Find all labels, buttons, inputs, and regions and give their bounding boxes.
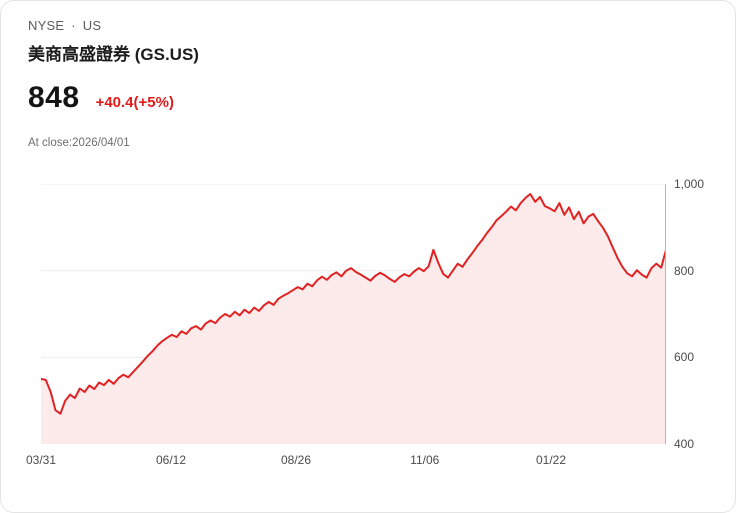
as-of-timestamp: At close:2026/04/01 <box>28 137 130 149</box>
x-tick-label: 06/12 <box>155 453 187 467</box>
price-chart[interactable] <box>41 184 666 444</box>
y-tick-label: 1,000 <box>674 177 705 191</box>
x-tick-label: 11/06 <box>410 453 440 467</box>
stock-title: 美商高盛證券 (GS.US) <box>28 45 199 64</box>
exchange-label: NYSE <box>28 18 65 33</box>
x-tick-label: 08/26 <box>280 453 312 467</box>
price-area-fill <box>41 194 666 444</box>
price-chart-svg[interactable] <box>41 184 666 444</box>
price-row: 848 +40.4(+5%) <box>28 81 174 115</box>
last-price: 848 <box>28 81 80 114</box>
region-label: US <box>82 18 102 33</box>
y-tick-label: 800 <box>674 263 695 278</box>
y-tick-label: 600 <box>674 350 695 365</box>
price-change: +40.4(+5%) <box>95 94 174 111</box>
price-line <box>41 193 666 415</box>
x-tick-label: 01/22 <box>535 453 567 467</box>
y-tick-label: 400 <box>674 437 695 451</box>
exchange-row: NYSE · US <box>28 18 101 33</box>
dot-separator: · <box>71 18 76 33</box>
x-tick-label: 03/31 <box>25 453 57 467</box>
